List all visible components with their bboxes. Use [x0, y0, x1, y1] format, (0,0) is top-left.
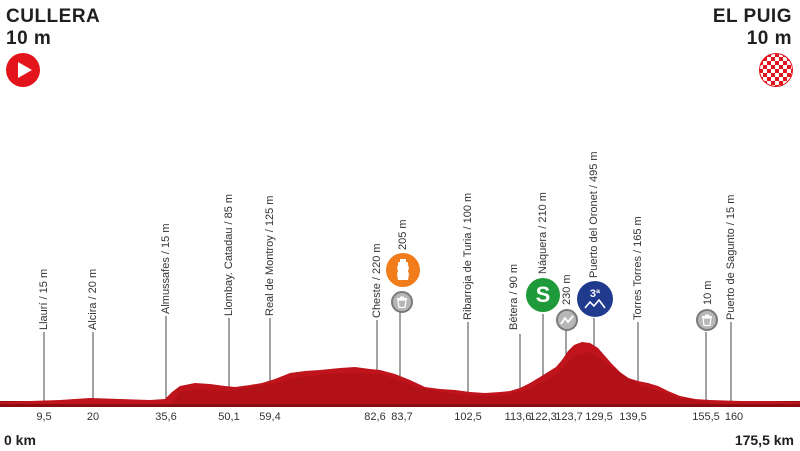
finish-altitude: 10 m: [746, 28, 792, 49]
mountain-category-badge: 3ª: [577, 281, 613, 317]
km-label: 113,6: [504, 411, 532, 423]
mountain-icon: [584, 299, 606, 309]
km-label: 160: [724, 411, 744, 423]
waste-bin-icon: [391, 291, 413, 313]
km-label: 20: [86, 411, 100, 423]
end-distance: 175,5 km: [734, 432, 794, 448]
start-play-icon: [6, 53, 40, 87]
km-label: 82,6: [364, 411, 386, 423]
km-label: 50,1: [218, 411, 240, 423]
km-label: 129,5: [585, 411, 613, 423]
km-label: 83,7: [391, 411, 413, 423]
km-label: 123,7: [555, 411, 583, 423]
location-label: Puerto del Oronet / 495 m: [588, 151, 600, 278]
location-label: Alcira / 20 m: [87, 268, 99, 330]
location-label: Llombay. Catadau / 85 m: [223, 193, 235, 316]
location-label: Cheste / 220 m: [371, 243, 383, 318]
location-label: Náquera / 210 m: [537, 192, 549, 274]
location-label: 230 m: [561, 274, 573, 305]
km-label: 59,4: [259, 411, 281, 423]
location-label: 205 m: [397, 219, 409, 250]
km-label: 122,3: [529, 411, 557, 423]
location-label: Llaurí / 15 m: [38, 268, 50, 330]
km-label: 102,5: [454, 411, 482, 423]
location-label: Real de Montroy / 125 m: [264, 195, 276, 316]
finish-city: EL PUIG: [712, 6, 792, 27]
finish-checkered-flag-icon: [759, 53, 793, 87]
location-label: Puerto de Sagunto / 15 m: [725, 194, 737, 320]
start-altitude: 10 m: [6, 28, 52, 49]
start-distance: 0 km: [4, 432, 36, 448]
location-label: Torres Torres / 165 m: [632, 216, 644, 320]
feed-zone-bottle-icon: [386, 253, 420, 287]
elevation-shade: [172, 352, 710, 404]
location-label: 10 m: [702, 280, 714, 305]
km-label: 9,5: [36, 411, 52, 423]
location-label: Bétera / 90 m: [508, 263, 520, 330]
climb-category-label: 3ª: [589, 288, 601, 300]
km-label: 155,5: [692, 411, 720, 423]
location-label: Ribarroja de Turia / 100 m: [462, 192, 474, 320]
km-label: 139,5: [619, 411, 647, 423]
km-label: 35,6: [155, 411, 177, 423]
waste-bin-icon: [696, 309, 718, 331]
climb-start-icon: [556, 309, 578, 331]
start-city: CULLERA: [6, 6, 101, 27]
location-label: Almussafes / 15 m: [160, 223, 172, 314]
sprint-badge: S: [526, 278, 560, 312]
